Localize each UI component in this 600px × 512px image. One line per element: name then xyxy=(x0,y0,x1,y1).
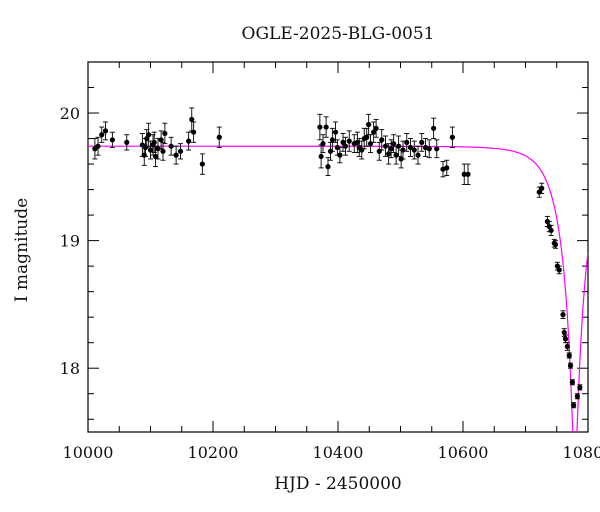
y-tick-label: 19 xyxy=(60,232,80,251)
data-point xyxy=(569,379,575,385)
data-point xyxy=(548,227,554,234)
data-point xyxy=(109,137,115,143)
data-point xyxy=(155,146,161,152)
data-point xyxy=(177,148,184,154)
data-point xyxy=(318,153,324,160)
data-point xyxy=(189,116,195,123)
data-point xyxy=(332,129,339,135)
data-point xyxy=(317,124,323,130)
data-point xyxy=(162,130,168,137)
data-point xyxy=(577,384,583,390)
data-point xyxy=(95,143,101,149)
x-axis-label: HJD - 2450000 xyxy=(274,474,402,494)
plot-area: 10000 10200 10400 10600 10800 18 19 20 xyxy=(60,61,600,462)
model-curve xyxy=(88,145,588,432)
data-point xyxy=(216,134,222,140)
data-point xyxy=(539,185,545,191)
y-tick-label: 18 xyxy=(60,359,80,378)
data-point xyxy=(342,143,349,149)
data-point xyxy=(567,363,574,369)
data-point xyxy=(373,125,379,131)
data-point xyxy=(147,147,154,153)
data-point xyxy=(461,171,467,177)
data-point xyxy=(160,148,166,154)
x-tick-label: 10800 xyxy=(563,443,600,462)
data-point xyxy=(431,125,437,131)
data-point xyxy=(346,138,352,144)
data-point xyxy=(337,152,343,158)
data-point xyxy=(151,139,157,145)
data-point xyxy=(419,139,425,145)
data-point xyxy=(379,137,385,143)
data-point xyxy=(566,352,572,359)
data-point xyxy=(561,329,567,336)
x-tick-label: 10600 xyxy=(438,443,489,462)
data-point xyxy=(574,393,580,399)
data-point xyxy=(325,164,331,170)
data-point xyxy=(393,152,399,158)
data-point xyxy=(99,132,105,138)
data-point xyxy=(323,124,329,130)
x-tick-label: 10400 xyxy=(313,443,364,462)
data-point xyxy=(371,129,377,135)
data-point xyxy=(556,267,562,273)
data-point xyxy=(199,161,205,167)
data-point xyxy=(367,141,374,147)
data-point xyxy=(391,141,397,147)
data-point xyxy=(364,134,370,140)
data-point xyxy=(400,147,406,153)
data-point xyxy=(571,402,577,408)
x-tick-label: 10200 xyxy=(188,443,239,462)
data-point xyxy=(158,137,164,143)
data-point xyxy=(376,148,382,154)
data-point xyxy=(404,139,410,145)
data-point xyxy=(444,165,450,171)
data-point xyxy=(388,146,394,152)
data-point xyxy=(552,241,559,248)
y-tick-label: 20 xyxy=(60,104,80,123)
data-point xyxy=(146,132,152,138)
plot-frame xyxy=(87,61,589,433)
data-point xyxy=(168,143,174,149)
data-point xyxy=(415,152,421,158)
data-point xyxy=(426,146,432,152)
data-point xyxy=(449,134,455,140)
data-point xyxy=(382,143,389,149)
data-point xyxy=(465,171,471,177)
data-point xyxy=(191,129,197,135)
data-point xyxy=(564,343,570,350)
data-point xyxy=(102,128,109,134)
data-point xyxy=(320,141,326,147)
data-point xyxy=(173,152,179,158)
chart-title: OGLE-2025-BLG-0051 xyxy=(241,24,435,44)
data-point xyxy=(354,139,360,145)
x-tick-label: 10000 xyxy=(63,443,114,462)
data-point xyxy=(407,144,414,151)
data-point xyxy=(329,137,335,143)
data-point xyxy=(366,121,372,128)
data-point xyxy=(359,147,365,153)
data-point xyxy=(340,139,346,145)
data-point xyxy=(396,143,402,149)
data-point xyxy=(434,146,440,152)
data-point xyxy=(411,147,417,153)
data-point xyxy=(562,336,569,342)
data-point xyxy=(186,138,192,144)
data-point xyxy=(560,312,566,318)
data-point xyxy=(386,151,392,157)
data-point xyxy=(141,152,147,158)
data-point xyxy=(152,153,159,160)
data-point xyxy=(124,139,130,145)
